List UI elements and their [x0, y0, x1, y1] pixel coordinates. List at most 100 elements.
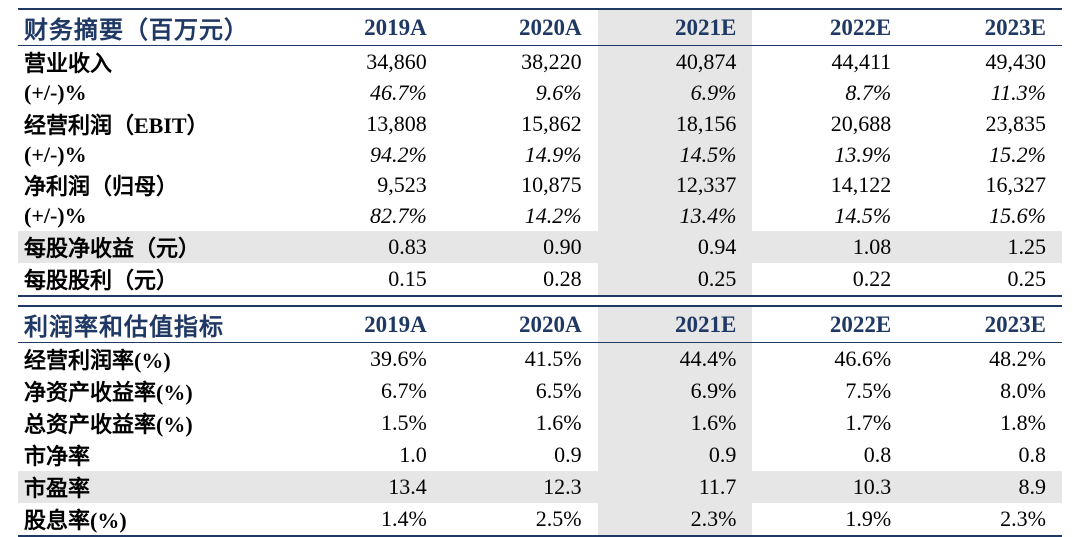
table-row: 经营利润（EBIT） 13,808 15,862 18,156 20,688 23,835 — [18, 107, 1062, 140]
column-header-2023e: 2023E — [907, 8, 1062, 46]
table-cell: 2.3% — [907, 503, 1062, 537]
table-cell: 8.7% — [845, 79, 892, 105]
table-cell: 6.9% — [597, 375, 753, 408]
table-cell: 14,122 — [830, 172, 892, 198]
table-cell: 14.5% — [597, 139, 753, 170]
section-header-row: 财务摘要（百万元） 2019A 2020A 2021E 2022E 2023E — [18, 8, 1062, 46]
table-cell: 11.3% — [990, 79, 1046, 105]
table-row: 市净率 1.0 0.9 0.9 0.8 0.8 — [18, 439, 1062, 472]
table-cell: 1.8% — [1000, 410, 1046, 436]
row-label: (+/-)% — [24, 79, 87, 105]
row-label: 每股净收益（元） — [18, 231, 288, 264]
table-cell: 44.4% — [597, 342, 753, 376]
table-cell: 0.25 — [597, 263, 753, 298]
column-header-2021e: 2021E — [597, 8, 753, 46]
financial-summary-table: 财务摘要（百万元） 2019A 2020A 2021E 2022E 2023E 营业收入 34… — [18, 8, 1062, 298]
row-label: 净资产收益率(%) — [24, 380, 193, 406]
table-cell: 6.9% — [597, 78, 753, 108]
row-label: 经营利润（EBIT） — [24, 112, 209, 138]
table-cell: 8.9 — [907, 471, 1062, 504]
table-cell: 0.8 — [863, 442, 892, 468]
table-cell: 14.5% — [834, 203, 892, 229]
table-cell: 1.6% — [535, 410, 582, 436]
table-cell: 9.6% — [535, 79, 582, 105]
row-label: 每股股利（元） — [18, 263, 288, 298]
table-cell: 1.4% — [288, 503, 443, 537]
table-cell: 11.7 — [597, 471, 753, 504]
table-row: 净资产收益率(%) 6.7% 6.5% 6.9% 7.5% 8.0% — [18, 375, 1062, 408]
table-cell: 16,327 — [985, 172, 1047, 198]
table-cell: 1.5% — [380, 410, 427, 436]
section-title: 利润率和估值指标 — [18, 305, 288, 344]
row-label: (+/-)% — [24, 203, 87, 229]
table-cell: 6.5% — [535, 378, 582, 404]
table-cell: 0.9 — [554, 442, 582, 468]
table-cell: 2.5% — [442, 503, 598, 537]
section-header-row: 利润率和估值指标 2019A 2020A 2021E 2022E 2023E — [18, 305, 1062, 344]
column-header-2021e: 2021E — [597, 305, 753, 344]
table-row: (+/-)% 46.7% 9.6% 6.9% 8.7% 11.3% — [18, 78, 1062, 108]
column-header-2019a: 2019A — [288, 305, 443, 344]
row-label: (+/-)% — [24, 141, 87, 167]
table-cell: 38,220 — [521, 49, 582, 74]
column-header-2022e: 2022E — [752, 305, 908, 344]
table-cell: 46.7% — [369, 79, 427, 105]
table-cell: 49,430 — [985, 49, 1047, 74]
table-cell: 1.9% — [752, 503, 908, 537]
table-row: (+/-)% 94.2% 14.9% 14.5% 13.9% 15.2% — [18, 139, 1062, 170]
table-cell: 40,874 — [597, 45, 753, 78]
table-cell: 23,835 — [985, 110, 1047, 136]
table-cell: 12.3 — [442, 471, 598, 504]
table-cell: 1.25 — [907, 231, 1062, 264]
table-row: 市盈率 13.4 12.3 11.7 10.3 8.9 — [18, 471, 1062, 504]
table-cell: 8.0% — [1000, 378, 1046, 404]
table-cell: 82.7% — [369, 203, 427, 229]
table-cell: 9,523 — [377, 172, 427, 198]
table-cell: 0.83 — [288, 231, 443, 264]
table-cell: 13.4% — [597, 201, 753, 232]
table-cell: 1.0 — [399, 442, 427, 468]
table-cell: 18,156 — [597, 107, 753, 140]
table-row: 净利润（归母） 9,523 10,875 12,337 14,122 16,327 — [18, 169, 1062, 202]
table-cell: 0.25 — [907, 263, 1062, 298]
table-cell: 7.5% — [845, 378, 892, 404]
table-cell: 12,337 — [597, 169, 753, 202]
row-label: 净利润（归母） — [24, 174, 179, 200]
column-header-2020a: 2020A — [442, 8, 598, 46]
table-cell: 1.08 — [752, 231, 908, 264]
column-header-2023e: 2023E — [907, 305, 1062, 344]
row-label: 股息率(%) — [18, 503, 288, 537]
table-row: 股息率(%) 1.4% 2.5% 2.3% 1.9% 2.3% — [18, 503, 1062, 537]
section-title: 财务摘要（百万元） — [18, 8, 288, 46]
table-cell: 48.2% — [989, 346, 1046, 372]
column-header-2019a: 2019A — [288, 8, 443, 46]
table-cell: 2.3% — [597, 503, 753, 537]
table-row: 经营利润率(%) 39.6% 41.5% 44.4% 46.6% 48.2% — [18, 342, 1062, 376]
table-cell: 41.5% — [524, 346, 582, 372]
table-cell: 14.9% — [524, 141, 582, 167]
table-cell: 0.90 — [442, 231, 598, 264]
table-cell: 13.9% — [834, 141, 892, 167]
table-cell: 0.28 — [442, 263, 598, 298]
table-cell: 0.8 — [1018, 442, 1047, 468]
table-row: 总资产收益率(%) 1.5% 1.6% 1.6% 1.7% 1.8% — [18, 407, 1062, 440]
table-cell: 15,862 — [521, 110, 582, 136]
table-cell: 6.7% — [380, 378, 427, 404]
margin-valuation-table: 利润率和估值指标 2019A 2020A 2021E 2022E 2023E 经营利润率(%… — [18, 305, 1062, 537]
table-cell: 15.2% — [989, 141, 1046, 167]
table-cell: 14.2% — [524, 203, 582, 229]
table-cell: 0.94 — [597, 231, 753, 264]
table-cell: 94.2% — [369, 141, 427, 167]
table-cell: 46.6% — [834, 346, 892, 372]
table-cell: 1.6% — [597, 407, 753, 440]
table-cell: 20,688 — [830, 110, 892, 136]
table-row: 营业收入 34,860 38,220 40,874 44,411 49,430 — [18, 45, 1062, 78]
table-row: 每股股利（元） 0.15 0.28 0.25 0.22 0.25 — [18, 263, 1062, 298]
row-label: 市净率 — [24, 444, 91, 470]
table-cell: 0.22 — [752, 263, 908, 298]
table-cell: 34,860 — [366, 49, 427, 74]
table-row: 每股净收益（元） 0.83 0.90 0.94 1.08 1.25 — [18, 231, 1062, 264]
table-cell: 13.4 — [288, 471, 443, 504]
table-cell: 15.6% — [989, 203, 1046, 229]
row-label: 营业收入 — [24, 51, 113, 76]
